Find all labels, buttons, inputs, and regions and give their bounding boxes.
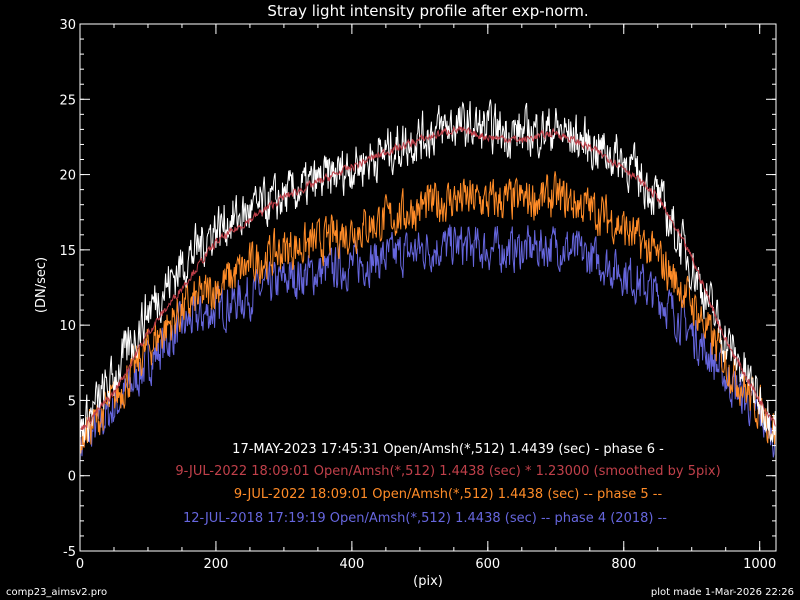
series-line-2 [79, 125, 777, 431]
series-line-3 [79, 171, 777, 454]
y-tick-label: -5 [63, 545, 76, 560]
legend-entry-1: 17-MAY-2023 17:45:31 Open/Amsh(*,512) 1.… [232, 442, 664, 457]
y-tick-label: 25 [59, 93, 76, 108]
legend-entry-2: 9-JUL-2022 18:09:01 Open/Amsh(*,512) 1.4… [175, 464, 720, 479]
y-tick-label: 0 [68, 470, 76, 485]
footer-script-name: comp23_aimsv2.pro [6, 587, 107, 598]
x-tick-label: 400 [339, 557, 364, 572]
x-tick-label: 800 [611, 557, 636, 572]
y-tick-label: 20 [59, 169, 76, 184]
y-tick-label: 10 [59, 319, 76, 334]
chart-title: Stray light intensity profile after exp-… [267, 2, 588, 20]
x-tick-label: 200 [204, 557, 229, 572]
series-layer [79, 99, 777, 465]
series-line-4 [79, 224, 777, 465]
y-axis-label: (DN/sec) [34, 257, 49, 313]
y-tick-label: 5 [68, 394, 76, 409]
legend-entry-4: 12-JUL-2018 17:19:19 Open/Amsh(*,512) 1.… [183, 511, 667, 526]
series-line-1 [79, 99, 777, 443]
y-tick-label: 30 [59, 18, 76, 33]
legend-entry-3: 9-JUL-2022 18:09:01 Open/Amsh(*,512) 1.4… [234, 487, 663, 502]
x-tick-label: 600 [475, 557, 500, 572]
x-axis-label: (pix) [413, 574, 443, 589]
x-tick-label: 1000 [743, 557, 776, 572]
footer-plot-date: plot made 1-Mar-2026 22:26 [651, 587, 794, 598]
y-tick-label: 15 [59, 244, 76, 259]
legend: 17-MAY-2023 17:45:31 Open/Amsh(*,512) 1.… [175, 442, 720, 526]
plot-frame [79, 23, 777, 552]
x-tick-label: 0 [76, 557, 84, 572]
